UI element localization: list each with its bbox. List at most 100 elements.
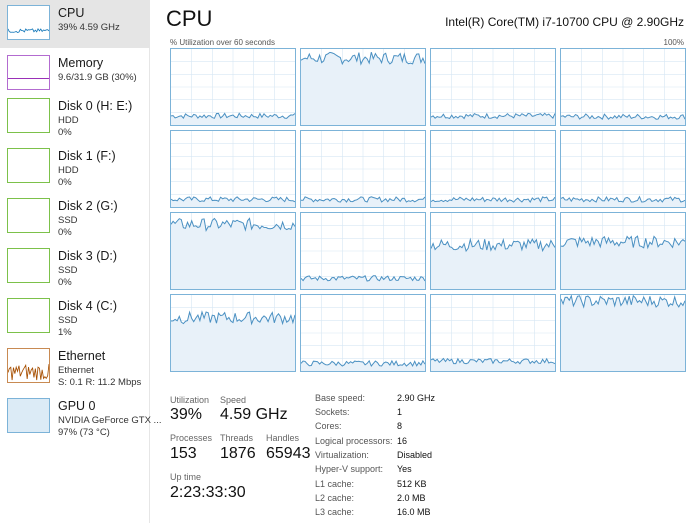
logical-processor-graphs (170, 48, 686, 374)
sidebar-item-usage: 0% (58, 177, 72, 188)
utilization-line (561, 113, 685, 121)
spec-label: Sockets: (315, 407, 350, 417)
spec-label: L2 cache: (315, 493, 355, 503)
utilization-line (431, 112, 555, 120)
utilization-label: Utilization (170, 395, 210, 405)
utilization-area (431, 113, 555, 125)
logical-processor-graph (560, 294, 686, 372)
sidebar-item-title: Disk 2 (G:) (58, 199, 118, 213)
spec-value: 2.0 MB (397, 493, 426, 503)
spec-label: Base speed: (315, 393, 366, 403)
sidebar-item-title: Disk 0 (H: E:) (58, 99, 133, 113)
sidebar-item-title: Disk 4 (C:) (58, 299, 118, 313)
sidebar-item-memory[interactable]: Memory 9.6/31.9 GB (30%) (0, 50, 150, 98)
spec-value: 1 (397, 407, 403, 417)
utilization-line (171, 196, 295, 203)
handles-label: Handles (266, 433, 300, 443)
utilization-caption: % Utilization over 60 seconds (170, 38, 275, 47)
uptime-value: 2:23:33:30 (170, 484, 246, 501)
threads-label: Threads (220, 433, 254, 443)
sidebar-item-usage: 1% (58, 327, 72, 338)
utilization-area (431, 239, 555, 289)
utilization-line (561, 235, 685, 250)
performance-panel: CPU Intel(R) Core(TM) i7-10700 CPU @ 2.9… (160, 0, 690, 523)
processes-value: 153 (170, 445, 197, 462)
ethernet-thumbnail-graph (7, 348, 50, 383)
spec-value: 512 KB (397, 479, 427, 489)
sidebar-item-type: HDD (58, 115, 79, 126)
sidebar-item-title: Ethernet (58, 349, 106, 363)
sidebar-item-disk-1[interactable]: Disk 1 (F:) HDD 0% (0, 143, 150, 191)
logical-processor-graph (170, 48, 296, 126)
logical-processor-graph (430, 294, 556, 372)
sidebar-item-disk-0[interactable]: Disk 0 (H: E:) HDD 0% (0, 93, 150, 141)
spec-label: Cores: (315, 421, 342, 431)
logical-processor-graph (560, 48, 686, 126)
spec-value: 16 (397, 436, 408, 446)
sidebar-item-adapter: Ethernet (58, 365, 94, 376)
page-title: CPU (166, 6, 213, 31)
sidebar-item-gpu-name: NVIDIA GeForce GTX ... (58, 415, 162, 426)
logical-processor-graph (430, 48, 556, 126)
utilization-line (431, 357, 555, 365)
sidebar-item-title: Memory (58, 56, 104, 70)
spec-label: Logical processors: (315, 436, 393, 446)
sidebar-item-throughput: S: 0.1 R: 11.2 Mbps (58, 377, 142, 388)
disk-thumbnail-graph (7, 98, 50, 133)
utilization-line (561, 295, 685, 309)
logical-processor-graph (170, 294, 296, 372)
logical-processor-graph (430, 212, 556, 290)
utilization-area (431, 358, 555, 371)
utilization-line (301, 359, 425, 367)
sidebar-item-title: Disk 3 (D:) (58, 249, 118, 263)
utilization-line (431, 237, 555, 253)
spec-value: Disabled (397, 450, 433, 460)
utilization-area (171, 311, 295, 371)
uptime-label: Up time (170, 472, 202, 482)
sidebar-item-disk-4[interactable]: Disk 4 (C:) SSD 1% (0, 293, 150, 341)
cpu-thumbnail-graph (7, 5, 50, 40)
spec-label: Virtualization: (315, 450, 369, 460)
disk-thumbnail-graph (7, 198, 50, 233)
logical-processor-graph (560, 130, 686, 208)
utilization-line (171, 310, 295, 326)
utilization-line (171, 217, 295, 233)
spec-value: Yes (397, 464, 412, 474)
threads-value: 1876 (220, 445, 256, 462)
sidebar: CPU 39% 4.59 GHz Memory 9.6/31.9 GB (30%… (0, 0, 161, 523)
logical-processor-graph (170, 212, 296, 290)
sidebar-item-disk-3[interactable]: Disk 3 (D:) SSD 0% (0, 243, 150, 291)
utilization-area (561, 295, 685, 371)
speed-value: 4.59 GHz (220, 406, 288, 423)
sidebar-item-ethernet[interactable]: Ethernet Ethernet S: 0.1 R: 11.2 Mbps (0, 343, 150, 391)
speed-label: Speed (220, 395, 247, 405)
sidebar-item-disk-2[interactable]: Disk 2 (G:) SSD 0% (0, 193, 150, 241)
sidebar-item-type: SSD (58, 315, 78, 326)
memory-thumbnail-graph (7, 55, 50, 90)
utilization-line (431, 196, 555, 203)
logical-processor-graph (300, 294, 426, 372)
logical-processor-graph (560, 212, 686, 290)
sidebar-item-usage: 0% (58, 227, 72, 238)
utilization-line (171, 112, 295, 119)
utilization-area (171, 218, 295, 289)
logical-processor-graph (430, 130, 556, 208)
processes-label: Processes (170, 433, 213, 443)
utilization-area (301, 52, 425, 125)
cpu-model: Intel(R) Core(TM) i7-10700 CPU @ 2.90GHz (445, 15, 684, 29)
logical-processor-graph (300, 130, 426, 208)
sidebar-item-usage: 0% (58, 127, 72, 138)
disk-thumbnail-graph (7, 248, 50, 283)
utilization-line (301, 196, 425, 203)
sidebar-item-type: SSD (58, 265, 78, 276)
sidebar-item-title: CPU (58, 6, 85, 20)
sidebar-item-cpu[interactable]: CPU 39% 4.59 GHz (0, 0, 150, 48)
thumbnail-line (8, 27, 49, 33)
utilization-value: 39% (170, 406, 203, 423)
utilization-max-label: 100% (663, 38, 684, 47)
handles-value: 65943 (266, 445, 311, 462)
sidebar-item-gpu-0[interactable]: GPU 0 NVIDIA GeForce GTX ... 97% (73 °C) (0, 393, 161, 441)
utilization-area (561, 114, 685, 125)
utilization-line (561, 195, 685, 203)
logical-processor-graph (170, 130, 296, 208)
